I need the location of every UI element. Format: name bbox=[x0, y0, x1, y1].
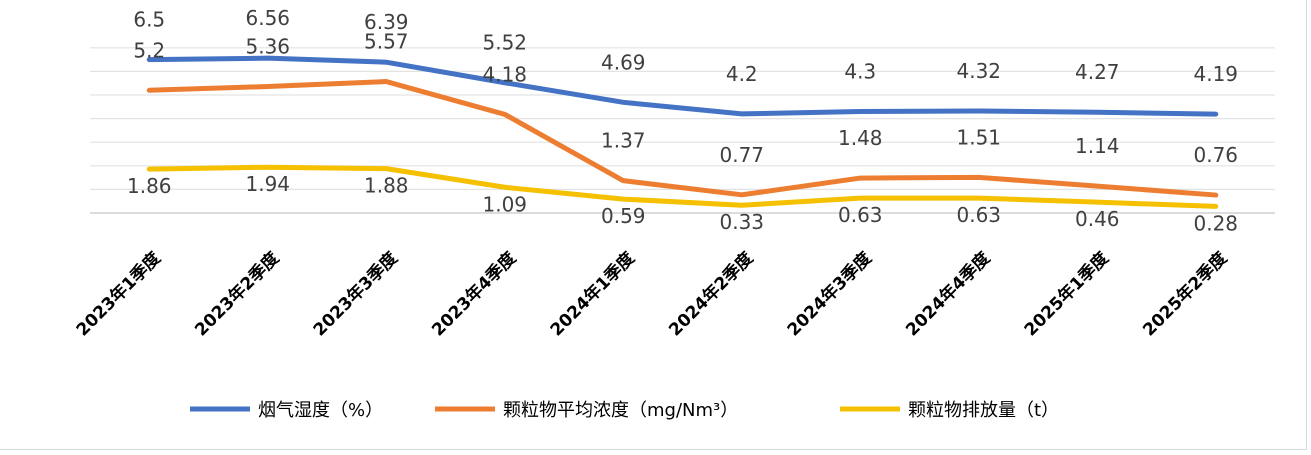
x-tick-label: 2023年1季度 bbox=[72, 247, 165, 340]
data-label: 4.19 bbox=[1193, 62, 1238, 86]
data-label: 4.18 bbox=[482, 62, 527, 86]
x-tick-label: 2023年4季度 bbox=[428, 247, 521, 340]
data-label: 4.27 bbox=[1075, 60, 1120, 84]
data-label: 4.3 bbox=[844, 60, 876, 84]
legend-label: 颗粒物排放量（t） bbox=[908, 400, 1059, 421]
series-line bbox=[146, 164, 1219, 209]
data-label: 0.33 bbox=[719, 210, 764, 234]
x-tick-label: 2025年1季度 bbox=[1020, 247, 1113, 340]
data-label: 1.88 bbox=[364, 174, 409, 198]
x-tick-label: 2024年1季度 bbox=[546, 247, 639, 340]
data-label: 4.69 bbox=[601, 50, 646, 74]
series-line bbox=[146, 79, 1219, 198]
data-label: 1.09 bbox=[482, 192, 527, 216]
data-label: 1.48 bbox=[838, 126, 883, 150]
data-label: 6.5 bbox=[133, 8, 165, 32]
data-label: 6.39 bbox=[364, 10, 409, 34]
data-label: 0.77 bbox=[719, 143, 764, 167]
legend-label: 颗粒物平均浓度（mg/Nm³） bbox=[503, 400, 738, 421]
data-label: 1.94 bbox=[245, 172, 290, 196]
data-label: 4.32 bbox=[956, 59, 1001, 83]
x-tick-label: 2023年3季度 bbox=[309, 247, 402, 340]
data-label: 5.57 bbox=[364, 30, 409, 54]
x-tick-label: 2023年2季度 bbox=[191, 247, 284, 340]
data-label: 0.59 bbox=[601, 204, 646, 228]
data-label: 4.2 bbox=[726, 62, 758, 86]
data-label: 1.86 bbox=[127, 174, 172, 198]
data-label: 1.51 bbox=[956, 125, 1001, 149]
data-label: 0.46 bbox=[1075, 207, 1120, 231]
series-line bbox=[146, 55, 1219, 117]
data-label: 1.37 bbox=[601, 129, 646, 153]
data-label: 1.14 bbox=[1075, 134, 1120, 158]
data-label: 0.28 bbox=[1193, 211, 1238, 235]
legend-label: 烟气湿度（%） bbox=[258, 400, 383, 421]
x-tick-label: 2025年2季度 bbox=[1139, 247, 1232, 340]
data-label: 5.52 bbox=[482, 31, 527, 55]
data-label: 5.36 bbox=[245, 35, 290, 59]
data-label: 0.76 bbox=[1193, 143, 1238, 167]
x-tick-label: 2024年4季度 bbox=[902, 247, 995, 340]
x-tick-label: 2024年3季度 bbox=[783, 247, 876, 340]
data-label: 5.2 bbox=[133, 38, 165, 62]
data-label: 0.63 bbox=[838, 203, 883, 227]
x-tick-label: 2024年2季度 bbox=[665, 247, 758, 340]
data-label: 6.56 bbox=[245, 6, 290, 30]
data-label: 0.63 bbox=[956, 203, 1001, 227]
